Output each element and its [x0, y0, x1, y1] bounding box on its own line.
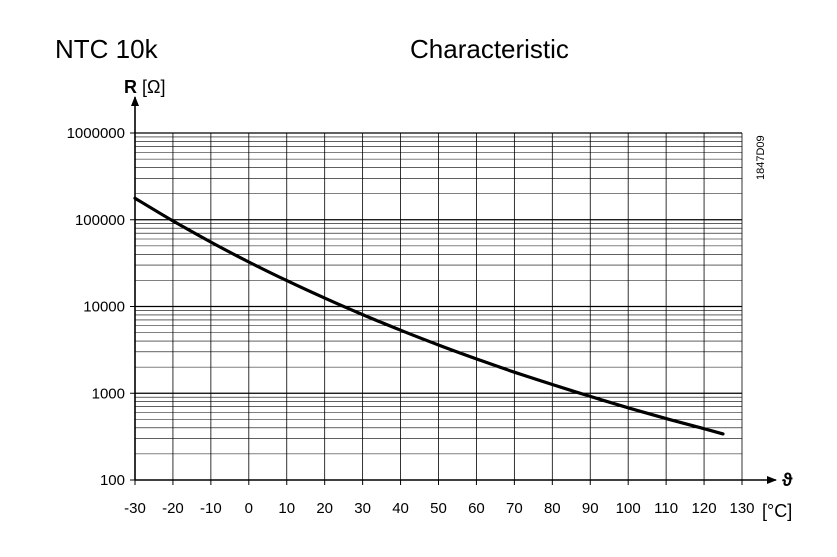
x-tick-label: 30 [354, 500, 371, 517]
x-tick-label: 80 [544, 500, 561, 517]
chart-title: NTC 10k [55, 34, 159, 64]
x-tick-label: 130 [729, 500, 754, 517]
x-tick-label: 60 [468, 500, 485, 517]
grid [135, 132, 743, 480]
chart-subtitle: Characteristic [410, 34, 569, 64]
x-tick-label: 0 [245, 500, 253, 517]
x-tick-label: -20 [162, 500, 184, 517]
x-axis-label-unit: [°C] [762, 501, 792, 521]
x-tick-label: -10 [200, 500, 222, 517]
y-tick-label: 100 [100, 472, 125, 489]
y-tick-label: 1000 [92, 385, 125, 402]
x-tick-label: 20 [316, 500, 333, 517]
y-axis-label: R [Ω] [124, 77, 165, 97]
tick-labels: -30 -20 -10 0 10 20 30 40 50 60 70 80 90 100 110 120 130… [67, 125, 755, 517]
y-tick-label: 1000000 [67, 125, 125, 142]
y-axis-label-symbol: R [124, 77, 137, 97]
axes [131, 96, 777, 484]
x-tick-label: 90 [582, 500, 599, 517]
x-tick-label: -30 [124, 500, 146, 517]
x-tick-label: 70 [506, 500, 523, 517]
x-tick-label: 110 [654, 500, 678, 517]
x-axis-label-symbol: ϑ [782, 470, 793, 490]
x-tick-label: 10 [278, 500, 295, 517]
x-tick-label: 100 [616, 500, 641, 517]
x-tick-label: 50 [430, 500, 447, 517]
y-axis-label-unit: [Ω] [142, 77, 165, 97]
series-group [133, 196, 725, 436]
resistance-curve [133, 196, 725, 436]
x-tick-label: 40 [392, 500, 409, 517]
y-tick-label: 100000 [75, 212, 125, 229]
figure-code: 1847D09 [755, 135, 767, 180]
x-tick-label: 120 [692, 500, 717, 517]
y-tick-label: 10000 [83, 299, 125, 316]
